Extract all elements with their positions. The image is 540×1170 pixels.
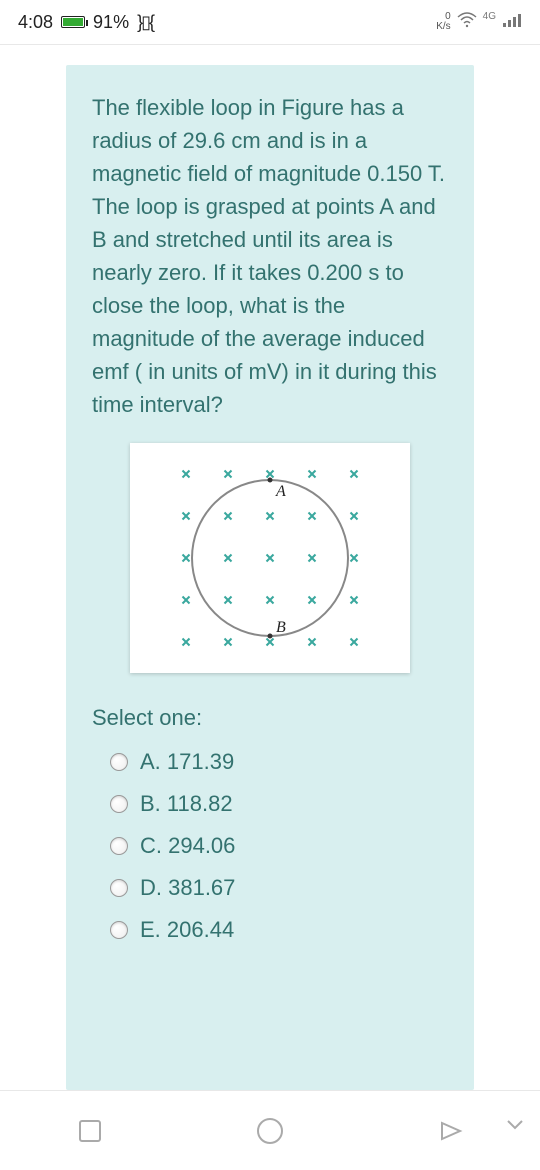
answer-options: A. 171.39 B. 118.82 C. 294.06 D. 381.67 E. 2…	[92, 749, 448, 943]
netrate-icon: 0 K/s	[436, 12, 450, 32]
status-bar: 4:08 91% }▯{ 0 K/s 4G	[0, 0, 540, 44]
radio-icon[interactable]	[110, 837, 128, 855]
answer-option[interactable]: E. 206.44	[110, 917, 448, 943]
battery-text: 91%	[93, 12, 129, 33]
question-card: The flexible loop in Figure has a radius…	[66, 65, 474, 1090]
svg-text:B: B	[276, 619, 286, 636]
android-navbar	[0, 1090, 540, 1170]
radio-icon[interactable]	[110, 795, 128, 813]
option-label: E. 206.44	[140, 917, 234, 943]
answer-option[interactable]: C. 294.06	[110, 833, 448, 859]
wifi-icon	[457, 12, 477, 33]
option-label: A. 171.39	[140, 749, 234, 775]
battery-icon	[61, 16, 85, 28]
page-body: The flexible loop in Figure has a radius…	[0, 44, 540, 1090]
status-right: 0 K/s 4G	[436, 12, 522, 33]
nav-back-button[interactable]	[410, 1117, 490, 1145]
answer-option[interactable]: D. 381.67	[110, 875, 448, 901]
clock-text: 4:08	[18, 12, 53, 33]
answer-option[interactable]: A. 171.39	[110, 749, 448, 775]
option-label: C. 294.06	[140, 833, 235, 859]
option-label: B. 118.82	[140, 791, 233, 817]
question-figure: AB	[130, 443, 410, 673]
radio-icon[interactable]	[110, 753, 128, 771]
status-left: 4:08 91% }▯{	[18, 12, 153, 33]
network-label: 4G	[483, 11, 496, 22]
nav-home-button[interactable]	[230, 1116, 310, 1146]
signal-icon	[502, 12, 522, 33]
option-label: D. 381.67	[140, 875, 235, 901]
nav-recent-button[interactable]	[50, 1118, 130, 1144]
question-text: The flexible loop in Figure has a radius…	[92, 91, 448, 421]
select-one-label: Select one:	[92, 705, 448, 731]
vibrate-icon: }▯{	[137, 12, 153, 33]
radio-icon[interactable]	[110, 879, 128, 897]
answer-option[interactable]: B. 118.82	[110, 791, 448, 817]
chevron-down-icon[interactable]	[504, 1113, 526, 1140]
svg-text:A: A	[275, 483, 286, 500]
radio-icon[interactable]	[110, 921, 128, 939]
